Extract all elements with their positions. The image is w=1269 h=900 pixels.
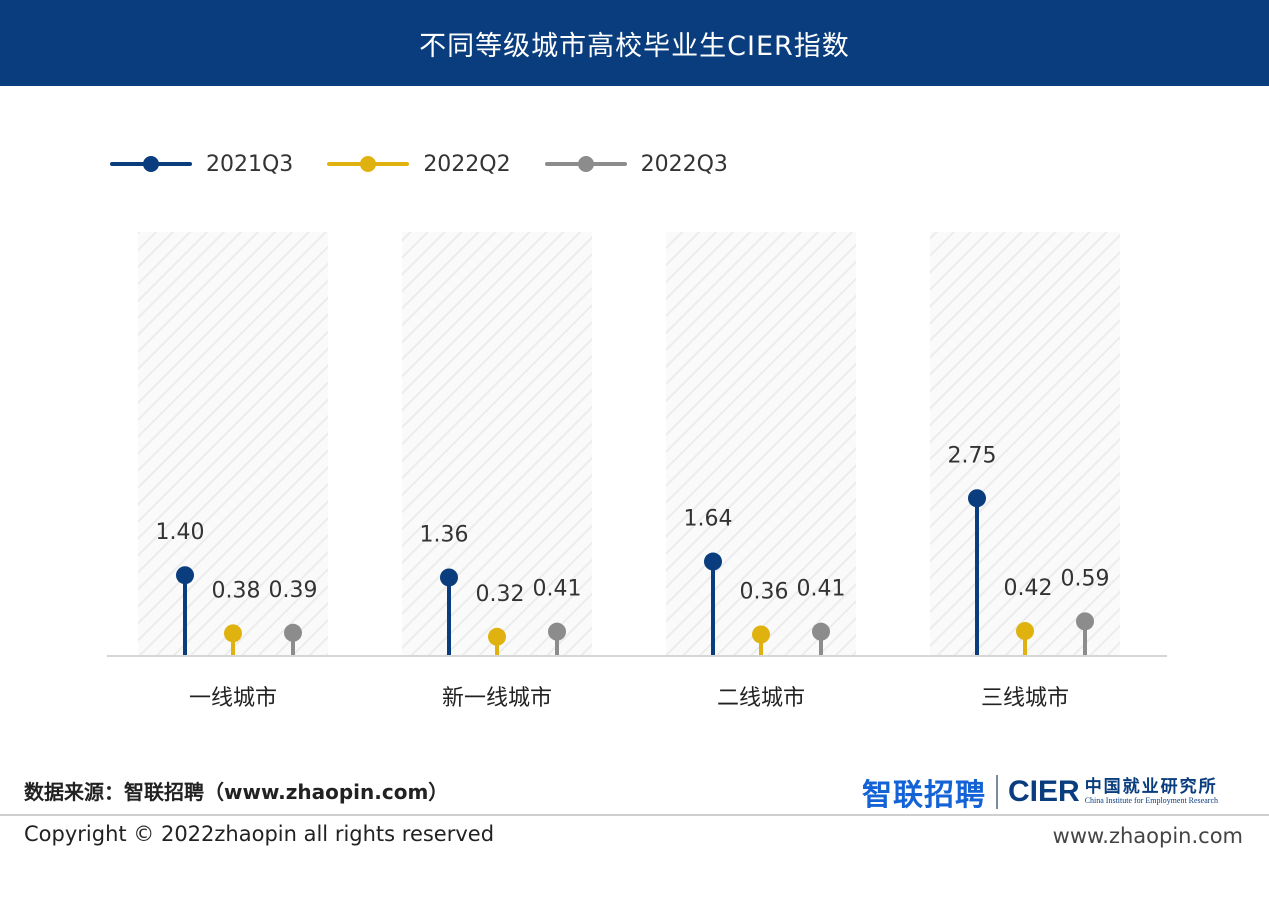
website-link[interactable]: www.zhaopin.com [1052, 824, 1243, 848]
legend-label: 2022Q2 [423, 151, 511, 177]
category-background [138, 232, 328, 655]
data-label: 0.41 [533, 577, 582, 602]
lollipop-point [224, 624, 242, 643]
category-label: 一线城市 [189, 686, 277, 711]
category-background [930, 232, 1120, 655]
lollipop-chart: 1.40 0.38 0.39 一线城市 1.36 0.32 0.41 新一线城市 1.64 0.3… [107, 232, 1167, 711]
category-label: 二线城市 [717, 686, 805, 711]
cier-logo-subtitle: 中国就业研究所 China Institute for Employment R… [1085, 778, 1218, 806]
data-label: 0.32 [476, 582, 525, 607]
lollipop-point [1076, 612, 1094, 631]
lollipop-point [440, 568, 458, 587]
data-label: 0.36 [740, 579, 789, 604]
legend-item-2021q3: 2021Q3 [110, 152, 293, 177]
legend-item-2022q3: 2022Q3 [544, 151, 728, 177]
data-source: 数据来源：智联招聘（www.zhaopin.com） [24, 780, 449, 804]
legend-item-2022q2: 2022Q2 [327, 151, 511, 177]
data-label: 0.39 [269, 578, 318, 603]
lollipop-point [968, 489, 986, 508]
chart-title: 不同等级城市高校毕业生CIER指数 [419, 30, 850, 62]
data-label: 1.64 [684, 507, 733, 532]
category-background [402, 232, 592, 655]
legend-swatch [327, 154, 410, 174]
logo-divider [996, 775, 998, 809]
brand-logos: 智联招聘 CIER 中国就业研究所 China Institute for Em… [862, 770, 1218, 814]
data-label: 1.36 [420, 522, 469, 547]
header-bar: 不同等级城市高校毕业生CIER指数 [0, 0, 1269, 86]
lollipop-point [284, 623, 302, 642]
copyright-text: Copyright © 2022zhaopin all rights reser… [24, 822, 495, 846]
lollipop-point [548, 622, 566, 641]
zhilian-logo: 智联招聘 [862, 778, 986, 813]
lollipop-point [488, 627, 506, 646]
data-label: 1.40 [156, 520, 205, 545]
legend-dot [143, 156, 159, 172]
legend-label: 2022Q3 [640, 151, 728, 177]
legend-dot [577, 156, 594, 172]
data-label: 0.42 [1004, 576, 1053, 601]
category-label: 新一线城市 [442, 686, 552, 711]
data-label: 0.59 [1061, 566, 1110, 591]
lollipop-point [812, 622, 830, 641]
footer-divider [0, 814, 1269, 816]
lollipop-point [704, 552, 722, 571]
cier-logo-cn: 中国就业研究所 [1084, 777, 1218, 797]
category-label: 三线城市 [981, 686, 1069, 711]
lollipop-point [1016, 622, 1034, 641]
legend-dot [360, 156, 377, 172]
legend-swatch [110, 154, 192, 174]
data-label: 0.38 [212, 578, 261, 603]
lollipop-point [752, 625, 770, 644]
cier-logo-en: China Institute for Employment Research [1084, 796, 1218, 805]
legend: 2021Q3 2022Q2 2022Q3 [110, 146, 762, 182]
cier-logo: CIER [1008, 775, 1080, 808]
data-label: 0.41 [797, 577, 846, 602]
legend-swatch [544, 154, 627, 174]
lollipop-point [176, 566, 194, 585]
legend-label: 2021Q3 [206, 151, 294, 177]
category-background [666, 232, 856, 655]
data-label: 2.75 [948, 443, 997, 468]
